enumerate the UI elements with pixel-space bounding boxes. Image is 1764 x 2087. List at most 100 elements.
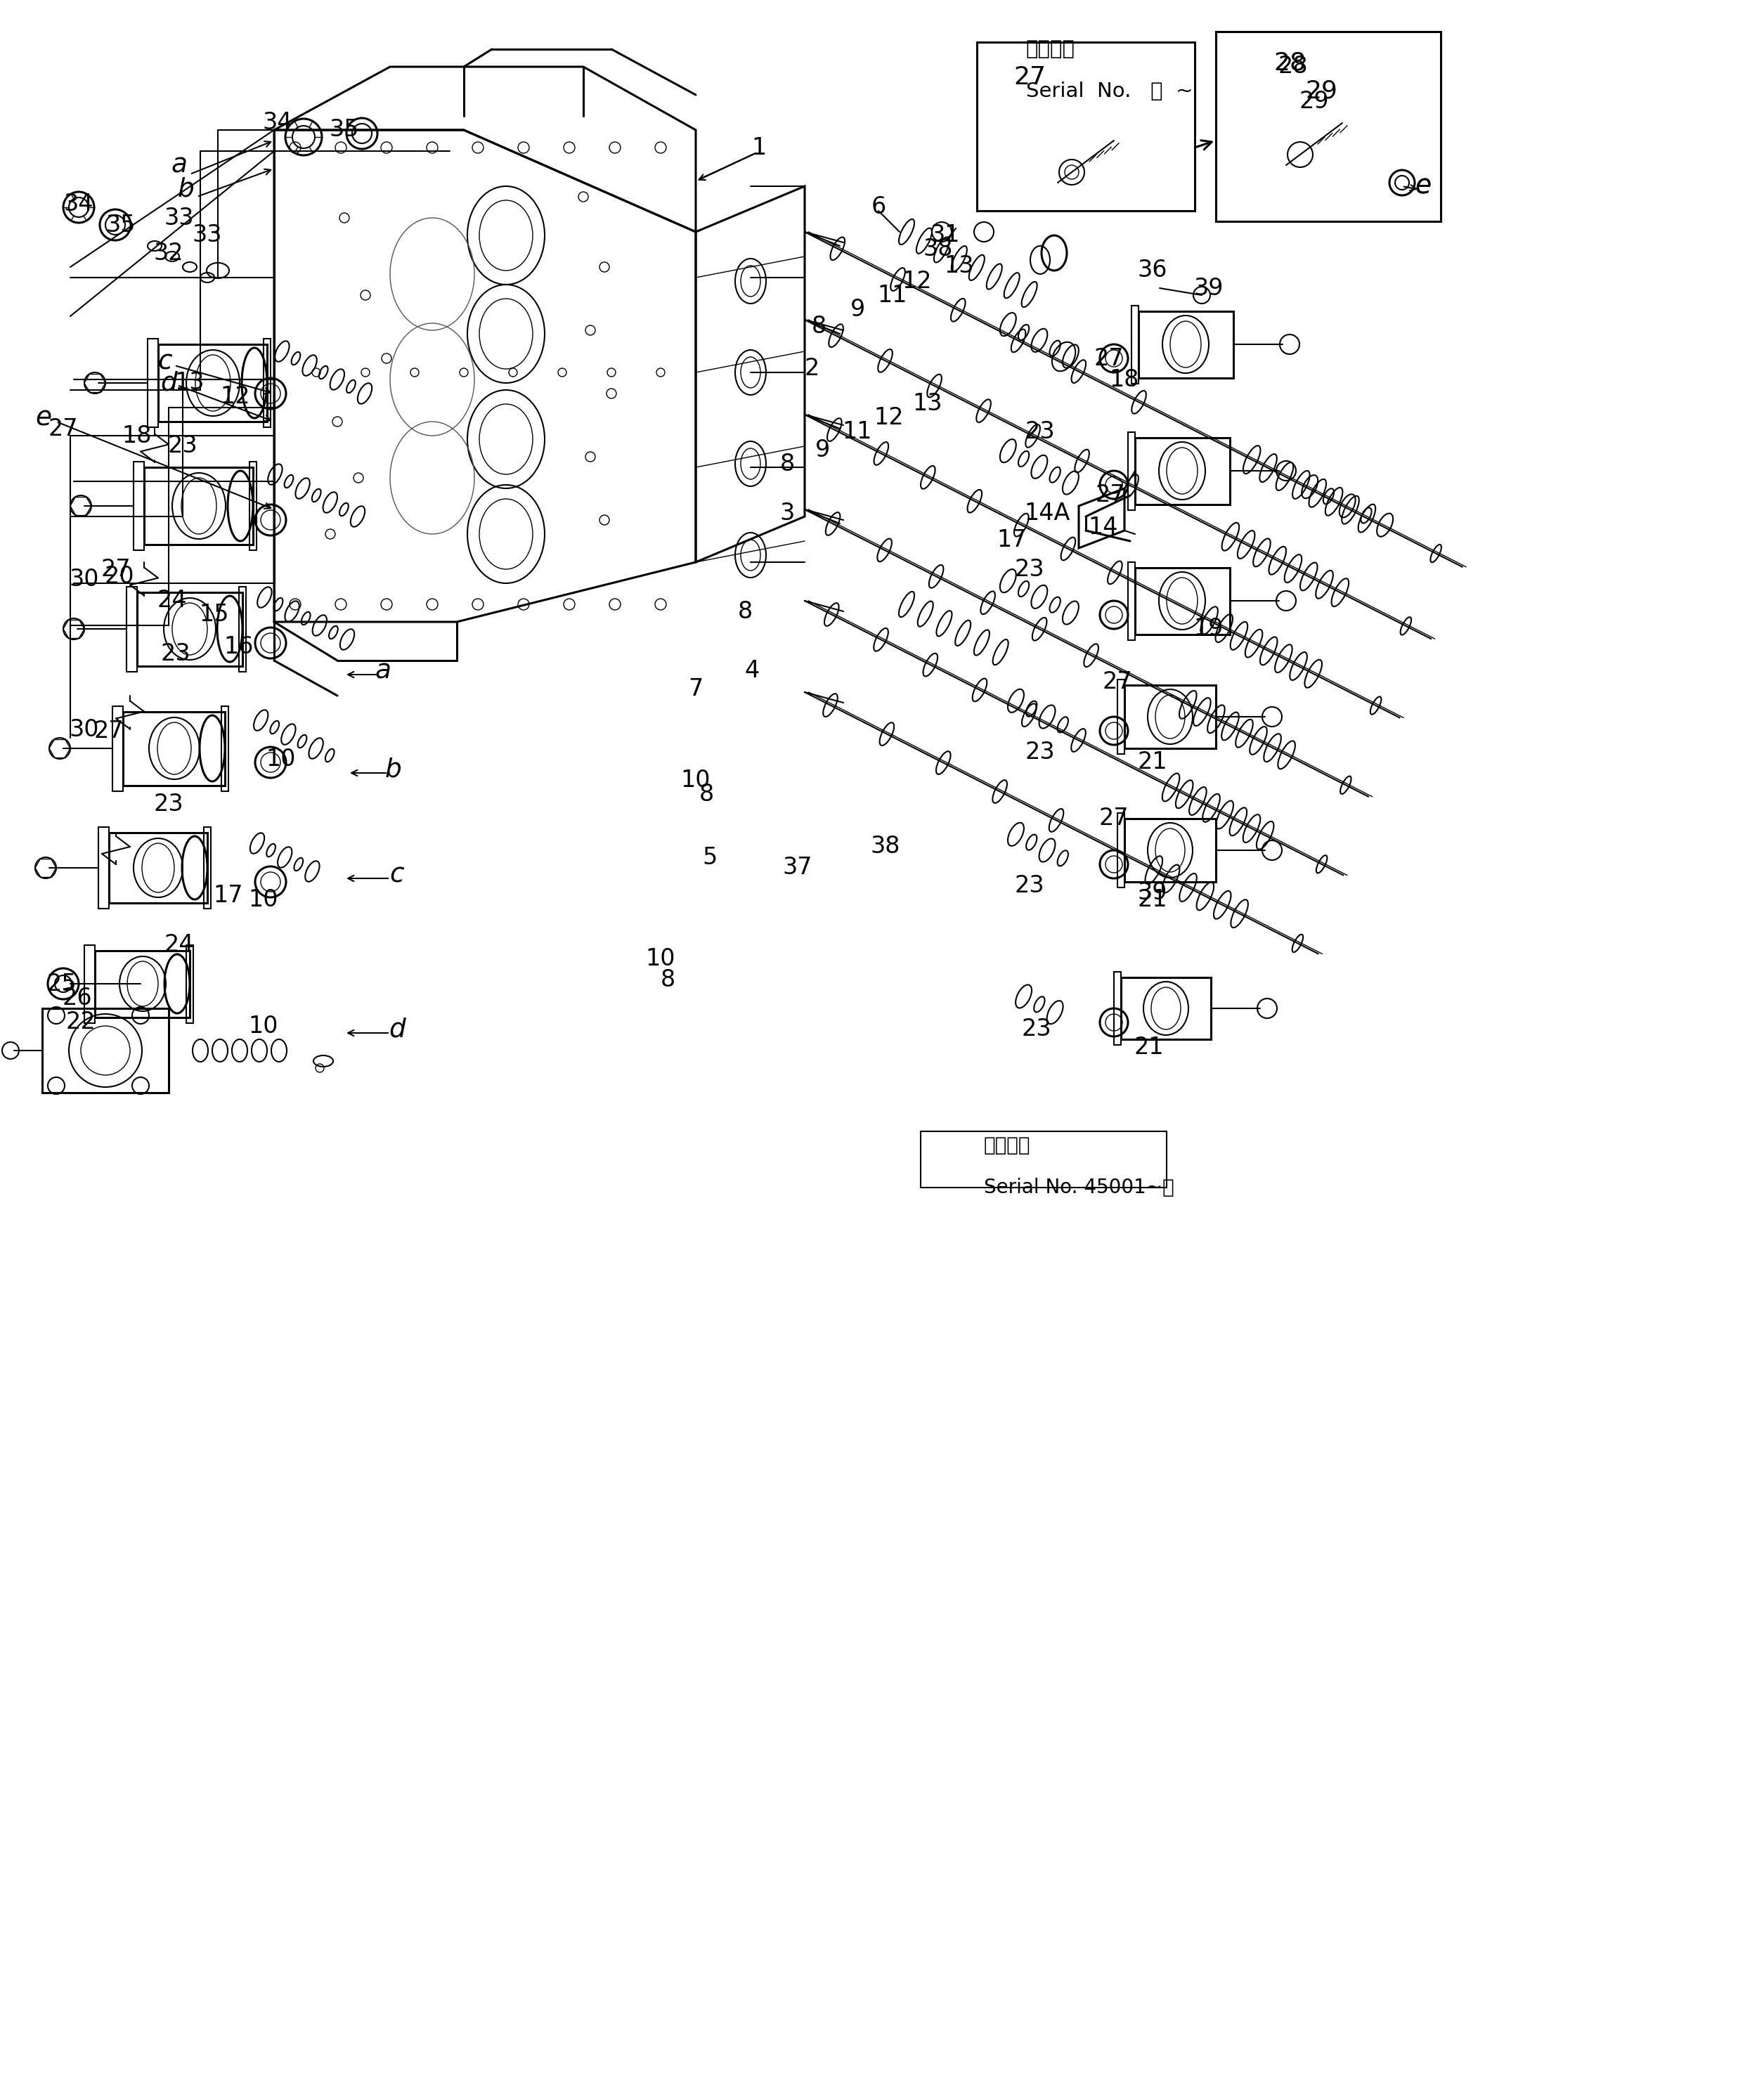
Text: e: e (1415, 173, 1431, 198)
Text: 10: 10 (249, 887, 279, 912)
Text: 35: 35 (330, 119, 360, 142)
Text: 21: 21 (1134, 1035, 1164, 1058)
Text: 34: 34 (64, 192, 93, 215)
Text: e: e (35, 405, 51, 430)
Text: 39: 39 (1194, 275, 1224, 301)
Text: 6: 6 (871, 196, 886, 219)
Bar (1117, 814, 1124, 887)
Text: 21: 21 (1138, 751, 1168, 774)
Bar (977, 42, 1194, 211)
Text: 14A: 14A (1025, 501, 1071, 524)
Bar (1134, 568, 1230, 634)
Text: Serial No. 45001~・: Serial No. 45001~・ (984, 1177, 1175, 1198)
Text: 3: 3 (780, 501, 794, 524)
Text: 10: 10 (646, 947, 676, 970)
Text: 10: 10 (266, 747, 296, 770)
Bar (220, 705, 228, 791)
Text: 37: 37 (783, 856, 813, 879)
Bar (263, 338, 270, 428)
Text: 38: 38 (871, 835, 900, 858)
Text: 27: 27 (101, 557, 131, 580)
Text: 23: 23 (1014, 557, 1044, 580)
Bar (205, 826, 212, 908)
Text: d: d (388, 1016, 406, 1041)
Text: 27: 27 (1094, 346, 1124, 369)
Text: 11: 11 (878, 284, 907, 307)
Text: 5: 5 (702, 845, 718, 868)
Bar (123, 712, 224, 785)
Bar (1120, 977, 1210, 1039)
Text: 16: 16 (224, 634, 254, 657)
Text: 30: 30 (69, 718, 99, 741)
Text: 13: 13 (912, 392, 942, 415)
Bar (187, 945, 194, 1023)
Text: 33: 33 (164, 207, 194, 230)
Text: b: b (385, 758, 402, 783)
Text: 17: 17 (213, 885, 243, 908)
Text: 8: 8 (780, 453, 794, 476)
Text: 2: 2 (804, 357, 818, 380)
Text: 34: 34 (263, 111, 293, 134)
Bar (249, 461, 256, 551)
Text: b: b (178, 177, 194, 202)
Text: c: c (390, 862, 404, 887)
Text: 8: 8 (811, 315, 826, 338)
Text: 26: 26 (62, 987, 92, 1010)
Text: 30: 30 (69, 568, 99, 591)
Text: 13: 13 (944, 255, 974, 278)
Bar (42, 1008, 169, 1094)
Text: c: c (159, 349, 173, 374)
Text: 23: 23 (153, 793, 183, 816)
Bar (1134, 438, 1230, 505)
Bar (1124, 818, 1215, 883)
Bar (113, 705, 123, 791)
Text: 31: 31 (930, 223, 960, 246)
Text: 23: 23 (161, 643, 191, 666)
Text: 8: 8 (699, 783, 714, 806)
Text: 23: 23 (1025, 741, 1055, 764)
Text: 23: 23 (168, 434, 198, 457)
Bar (148, 338, 159, 428)
Text: 11: 11 (843, 422, 873, 445)
Text: 23: 23 (1025, 422, 1055, 445)
Text: 8: 8 (660, 968, 676, 991)
Text: 14: 14 (1088, 515, 1118, 538)
Text: 35: 35 (106, 213, 136, 236)
Text: 24: 24 (164, 933, 194, 956)
Text: 29: 29 (1300, 90, 1330, 113)
Text: 13: 13 (175, 371, 205, 394)
Bar (1127, 432, 1134, 509)
Bar (1215, 31, 1441, 221)
Bar (138, 593, 242, 666)
Text: a: a (171, 152, 187, 177)
Bar (1138, 311, 1233, 378)
Text: 適用号機: 適用号機 (984, 1135, 1030, 1156)
Text: 20: 20 (104, 566, 134, 589)
Text: 4: 4 (744, 659, 760, 682)
Text: e: e (1415, 173, 1431, 198)
Text: 27: 27 (1099, 808, 1129, 831)
Text: 21: 21 (1138, 887, 1168, 912)
Text: 27: 27 (1095, 484, 1125, 507)
Text: 15: 15 (199, 603, 229, 626)
Text: 17: 17 (997, 528, 1027, 551)
Text: 適用号機: 適用号機 (1027, 40, 1076, 58)
Text: 18: 18 (1110, 367, 1140, 390)
Text: 25: 25 (48, 973, 78, 995)
Text: 19: 19 (1194, 618, 1224, 641)
Bar (1117, 680, 1124, 753)
Text: 27: 27 (1102, 670, 1132, 693)
Text: 9: 9 (850, 298, 864, 321)
Text: 28: 28 (1279, 54, 1309, 79)
Text: 27: 27 (1014, 65, 1046, 90)
Text: 39: 39 (1138, 881, 1168, 904)
Text: 23: 23 (1014, 874, 1044, 897)
Text: 18: 18 (122, 424, 152, 447)
Bar (1113, 973, 1120, 1046)
Text: 1: 1 (751, 136, 767, 159)
Text: 9: 9 (815, 438, 829, 461)
Bar (921, 1131, 1166, 1188)
Text: 36: 36 (1138, 259, 1168, 282)
Bar (1127, 561, 1134, 641)
Bar (145, 467, 252, 545)
